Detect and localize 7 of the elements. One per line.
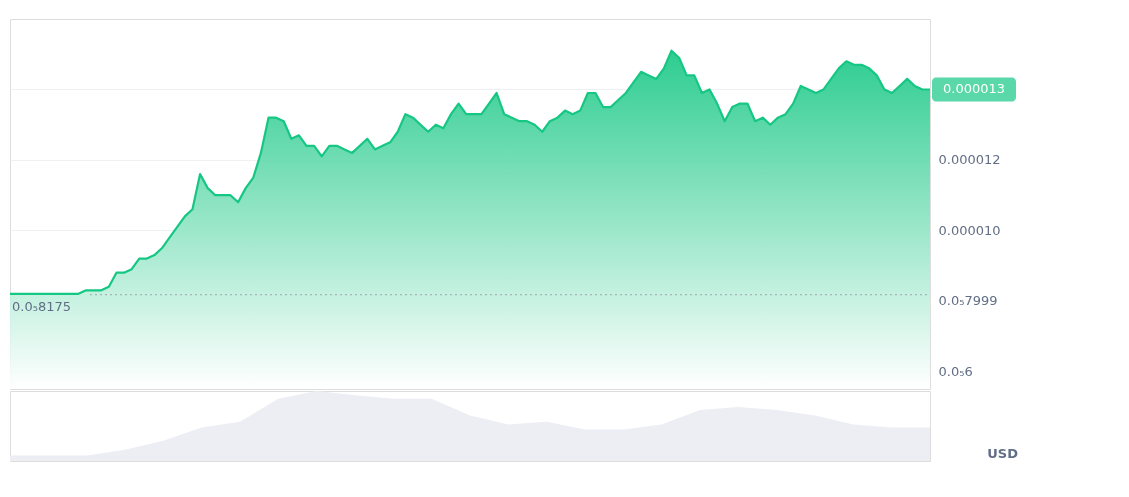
text: 0.000013 bbox=[942, 81, 1006, 97]
y-tick-label: 0.000012 bbox=[938, 152, 1001, 168]
y-tick-label: 0.0₅6 bbox=[938, 363, 973, 379]
y-tick-label: 0.0₅7999 bbox=[938, 293, 998, 309]
text: USD bbox=[987, 446, 1019, 461]
y-tick-label: 0.000010 bbox=[938, 222, 1001, 238]
ref-line-label: 0.0₅8175 bbox=[12, 298, 71, 314]
